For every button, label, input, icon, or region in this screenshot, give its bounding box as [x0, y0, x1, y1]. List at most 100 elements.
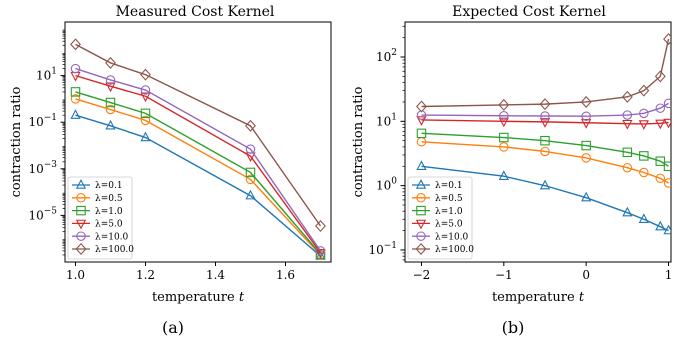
y-tick-label: 10−1: [28, 113, 57, 129]
x-tick-label: −2: [413, 268, 431, 282]
legend-entry: λ=10.0: [412, 231, 469, 242]
legend-entry: λ=10.0: [72, 231, 129, 242]
series-0: [416, 160, 671, 235]
legend-entry: λ=5.0: [412, 220, 463, 230]
legend-marker: [76, 231, 86, 241]
data-point: [581, 153, 591, 163]
data-point: [498, 170, 509, 180]
x-tick-label: 1.4: [206, 268, 225, 282]
data-point: [663, 224, 671, 235]
series-1: [70, 94, 326, 260]
data-point: [581, 119, 592, 129]
data-point: [539, 118, 551, 128]
legend-marker: [415, 219, 427, 230]
y-tick-label: 100: [376, 177, 397, 193]
y-tick-label: 101: [376, 112, 397, 128]
data-point: [140, 108, 151, 119]
data-point: [140, 85, 151, 95]
data-point: [315, 249, 326, 259]
data-point: [639, 167, 649, 178]
data-point: [655, 119, 666, 130]
series-3: [416, 116, 671, 130]
legend-marker: [76, 205, 86, 216]
y-tick-label: 10−5: [28, 206, 57, 222]
data-point: [245, 167, 256, 178]
chart-title: Expected Cost Kernel: [452, 4, 606, 20]
data-point: [581, 140, 591, 151]
plot-frame: [404, 21, 672, 263]
y-tick-label: 102: [376, 48, 397, 64]
data-point: [105, 56, 116, 69]
series-line: [75, 98, 322, 256]
data-point: [245, 189, 256, 200]
data-point: [499, 142, 509, 152]
tick-layer: 1.0 1.2 1.4 1.6 10−5 10−3 10−1 101: [28, 29, 295, 282]
y-axis-label: contraction ratio: [9, 86, 24, 197]
data-point: [639, 151, 649, 161]
data-point: [655, 103, 666, 113]
legend-label: λ=0.1: [435, 181, 463, 191]
data-point: [622, 162, 633, 173]
legend-entry: λ=0.5: [412, 193, 463, 204]
series-layer: [70, 38, 326, 260]
legend-entry: λ=100.0: [72, 242, 134, 255]
x-tick-label: 0: [582, 268, 590, 282]
data-point: [70, 87, 81, 97]
legend-label: λ=1.0: [95, 207, 123, 217]
legend-label: λ=100.0: [435, 245, 474, 255]
data-point: [105, 104, 116, 115]
series-2: [70, 87, 326, 259]
series-line: [421, 132, 669, 167]
legend-marker: [415, 179, 427, 189]
legend-label: λ=5.0: [95, 220, 123, 230]
tick-layer: −2 −1 0 1 10−1 100 101 102: [368, 25, 672, 282]
data-point: [654, 70, 666, 83]
legend-label: λ=10.0: [95, 232, 129, 242]
panel-caption: (a): [162, 318, 184, 337]
data-point: [499, 132, 509, 143]
legend-entry: λ=0.1: [412, 179, 463, 191]
data-point: [638, 213, 649, 223]
data-point: [622, 119, 633, 130]
x-tick-label: 1.6: [276, 268, 295, 282]
data-point: [70, 94, 81, 104]
data-point: [140, 131, 151, 142]
data-point: [416, 116, 427, 126]
data-point: [540, 146, 550, 157]
x-axis-label: temperature t: [492, 290, 585, 305]
y-tick-label: 10−1: [368, 241, 397, 257]
data-point: [416, 100, 427, 113]
y-axis-label: contraction ratio: [351, 86, 366, 197]
series-line: [75, 114, 321, 257]
legend-label: λ=0.5: [435, 194, 463, 204]
data-point: [140, 92, 151, 103]
data-point: [315, 220, 326, 233]
legend: λ=0.1 λ=0.5 λ=1.0 λ=5.0 λ=10.0 λ=100.0: [67, 176, 134, 260]
legend-entry: λ=0.5: [72, 193, 123, 204]
legend-marker: [416, 205, 426, 216]
series-layer: [416, 33, 671, 235]
series-5: [70, 38, 326, 233]
data-point: [639, 108, 649, 119]
legend-label: λ=1.0: [435, 207, 463, 217]
legend-marker: [76, 193, 86, 203]
legend-entry: λ=1.0: [412, 205, 463, 217]
series-5: [416, 33, 671, 113]
legend-entry: λ=0.1: [72, 179, 123, 191]
series-line: [421, 165, 669, 232]
series-line: [75, 67, 322, 252]
data-point: [105, 97, 116, 108]
series-line: [75, 91, 322, 255]
x-tick-label: 1.0: [66, 268, 85, 282]
series-4: [70, 63, 326, 256]
x-tick-label: 1.2: [136, 268, 155, 282]
data-point: [140, 68, 151, 81]
legend-label: λ=0.5: [95, 194, 123, 204]
legend-label: λ=5.0: [435, 220, 463, 230]
data-point: [655, 173, 666, 184]
legend: λ=0.1 λ=0.5 λ=1.0 λ=5.0 λ=10.0 λ=100.0: [407, 176, 474, 260]
chart-measured-cost-kernel: Measured Cost Kernel 1.0 1.2 1.4 1.6 10−5 10−…: [9, 4, 332, 337]
data-point: [70, 109, 81, 119]
data-point: [315, 246, 326, 256]
data-point: [581, 191, 592, 202]
